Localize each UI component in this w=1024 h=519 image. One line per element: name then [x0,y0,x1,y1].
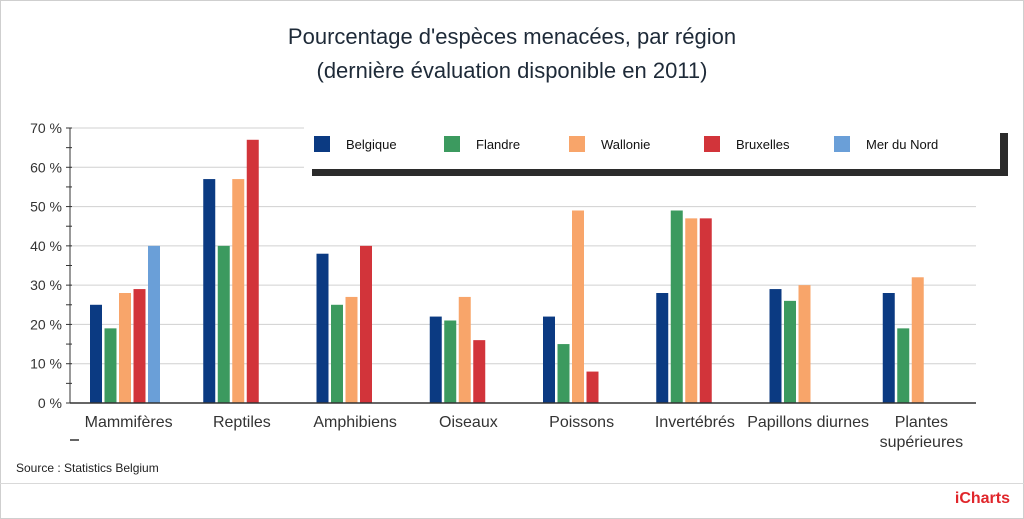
bar-flandre[interactable] [444,320,457,404]
bar-belgique[interactable] [203,179,216,403]
y-tick-label: 60 % [30,159,62,175]
x-tick-label: Amphibiens [313,414,397,431]
legend-label: Bruxelles [736,136,790,152]
bar-flandre[interactable] [784,300,796,403]
bar-belgique[interactable] [316,253,329,403]
legend-item-wallonie[interactable]: Wallonie [569,135,650,153]
bar-belgique[interactable] [543,316,555,403]
y-tick-label: 20 % [30,316,62,332]
bar-wallonie[interactable] [119,293,131,403]
legend-swatch [834,136,850,152]
legend-item-mer-du-nord[interactable]: Mer du Nord [834,135,938,153]
legend-item-belgique[interactable]: Belgique [314,135,397,153]
y-axis: 0 % 10 % 20 % 30 % 40 % 50 % 60 % 70 % [30,120,72,411]
bar-bruxelles[interactable] [473,340,486,403]
legend-label: Wallonie [601,136,651,152]
bar-wallonie[interactable] [798,285,811,403]
x-axis: Mammifères Reptiles Amphibiens Oiseaux Poiss… [70,402,976,451]
bar-bruxelles[interactable] [360,245,372,403]
bar-bruxelles[interactable] [246,139,259,404]
bar-flandre[interactable] [217,245,230,403]
x-tick-label: Papillons diurnes [747,414,869,431]
bar-bruxelles[interactable] [586,371,599,403]
legend: Belgique Flandre Wallonie Bruxelles Mer du N… [304,126,1000,169]
x-tick-label: Invertébrés [655,414,735,431]
legend-label: Belgique [346,136,397,152]
legend-item-flandre[interactable]: Flandre [444,135,520,153]
bar-wallonie[interactable] [572,210,584,404]
bar-flandre[interactable] [104,328,117,403]
x-tick-label: Mammifères [85,414,173,431]
bar-flandre[interactable] [670,210,683,404]
source-note: Source : Statistics Belgium [16,461,159,475]
bar-wallonie[interactable] [911,277,924,403]
x-tick-label: Reptiles [213,414,271,431]
bar-wallonie[interactable] [458,296,471,403]
bar-mer-du-nord[interactable] [148,245,160,403]
legend-label: Mer du Nord [866,136,939,152]
chart-subtitle: (dernière évaluation disponible en 2011) [316,58,708,83]
x-tick-label: Poissons [549,414,614,431]
brand-logo[interactable]: iCharts [954,490,1010,507]
bar-wallonie[interactable] [232,179,245,403]
legend-swatch [704,136,720,152]
bar-belgique[interactable] [429,316,442,403]
footer-divider [0,483,1024,484]
y-tick-label: 70 % [30,120,62,136]
bar-wallonie[interactable] [345,296,358,403]
bar-belgique[interactable] [656,293,669,403]
y-tick-label: 0 % [38,395,62,411]
x-tick-label: Plantes supérieures [880,414,964,451]
bar-wallonie[interactable] [685,218,698,403]
legend-item-bruxelles[interactable]: Bruxelles [704,135,789,153]
y-tick-label: 10 % [30,356,62,372]
x-tick-label: Oiseaux [439,414,498,431]
bar-belgique[interactable] [882,293,895,403]
bar-belgique[interactable] [769,289,782,403]
y-tick-label: 30 % [30,277,62,293]
y-tick-label: 40 % [30,238,62,254]
bars [90,139,924,404]
bar-bruxelles[interactable] [133,289,146,403]
y-tick-label: 50 % [30,199,62,215]
legend-swatch [314,136,330,152]
bar-bruxelles[interactable] [699,218,712,403]
legend-label: Flandre [476,136,521,152]
bar-belgique[interactable] [90,304,102,403]
bar-flandre[interactable] [331,304,343,403]
bar-flandre[interactable] [897,328,910,403]
bar-flandre[interactable] [557,344,570,403]
chart-title: Pourcentage d'espèces menacées, par régi… [287,24,737,49]
legend-swatch [569,136,585,152]
legend-swatch [444,136,460,152]
